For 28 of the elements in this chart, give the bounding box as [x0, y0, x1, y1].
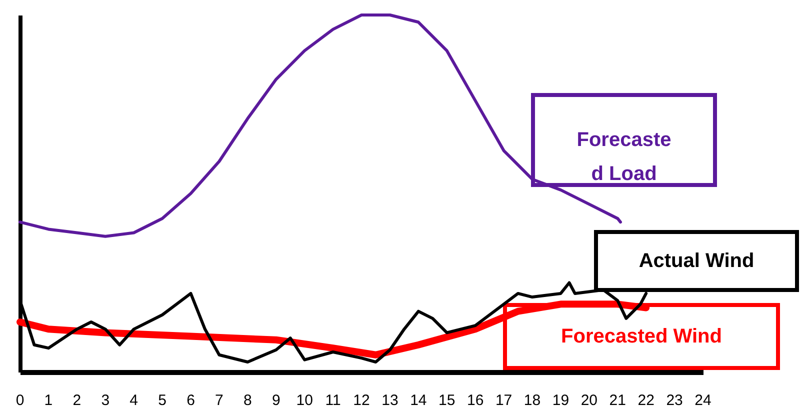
x-tick-label: 17	[495, 392, 512, 408]
x-tick-label: 7	[215, 392, 224, 408]
x-tick-label: 20	[580, 392, 598, 408]
x-tick-label: 22	[638, 392, 654, 408]
x-tick-label: 15	[438, 392, 456, 408]
x-tick-label: 19	[552, 392, 570, 408]
series-label: Actual Wind	[638, 250, 754, 272]
x-tick-label: 6	[186, 392, 195, 408]
x-tick-label: 12	[353, 392, 370, 408]
x-tick-label: 5	[158, 392, 166, 408]
x-tick-label: 4	[130, 392, 138, 408]
x-tick-label: 18	[524, 392, 541, 408]
x-tick-label: 8	[243, 392, 252, 408]
x-tick-label: 11	[325, 392, 341, 408]
x-tick-label: 21	[609, 392, 626, 408]
x-tick-label: 14	[410, 392, 427, 408]
x-tick-label: 1	[44, 392, 53, 408]
x-tick-label: 16	[466, 392, 484, 408]
x-tick-label: 2	[72, 392, 82, 408]
x-tick-label: 3	[101, 392, 110, 408]
x-tick-label: 23	[666, 392, 683, 408]
x-tick-label: 13	[382, 392, 398, 408]
x-tick-label: 9	[272, 392, 280, 408]
x-tick-label: 0	[16, 392, 24, 408]
series-label: Forecasted Load	[576, 129, 672, 185]
x-tick-label: 24	[694, 392, 712, 408]
series-label: Forecasted Wind	[561, 326, 722, 348]
x-tick-label: 10	[296, 392, 313, 408]
